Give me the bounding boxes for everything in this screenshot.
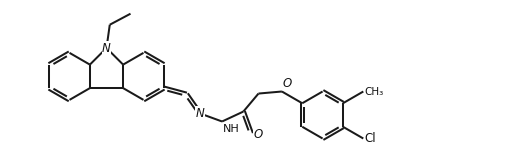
Text: N: N (102, 41, 111, 54)
Text: O: O (283, 76, 292, 90)
Text: CH₃: CH₃ (365, 87, 383, 97)
Text: N: N (196, 107, 204, 120)
Text: Cl: Cl (365, 132, 376, 145)
Text: O: O (253, 128, 263, 141)
Text: NH: NH (223, 124, 240, 134)
